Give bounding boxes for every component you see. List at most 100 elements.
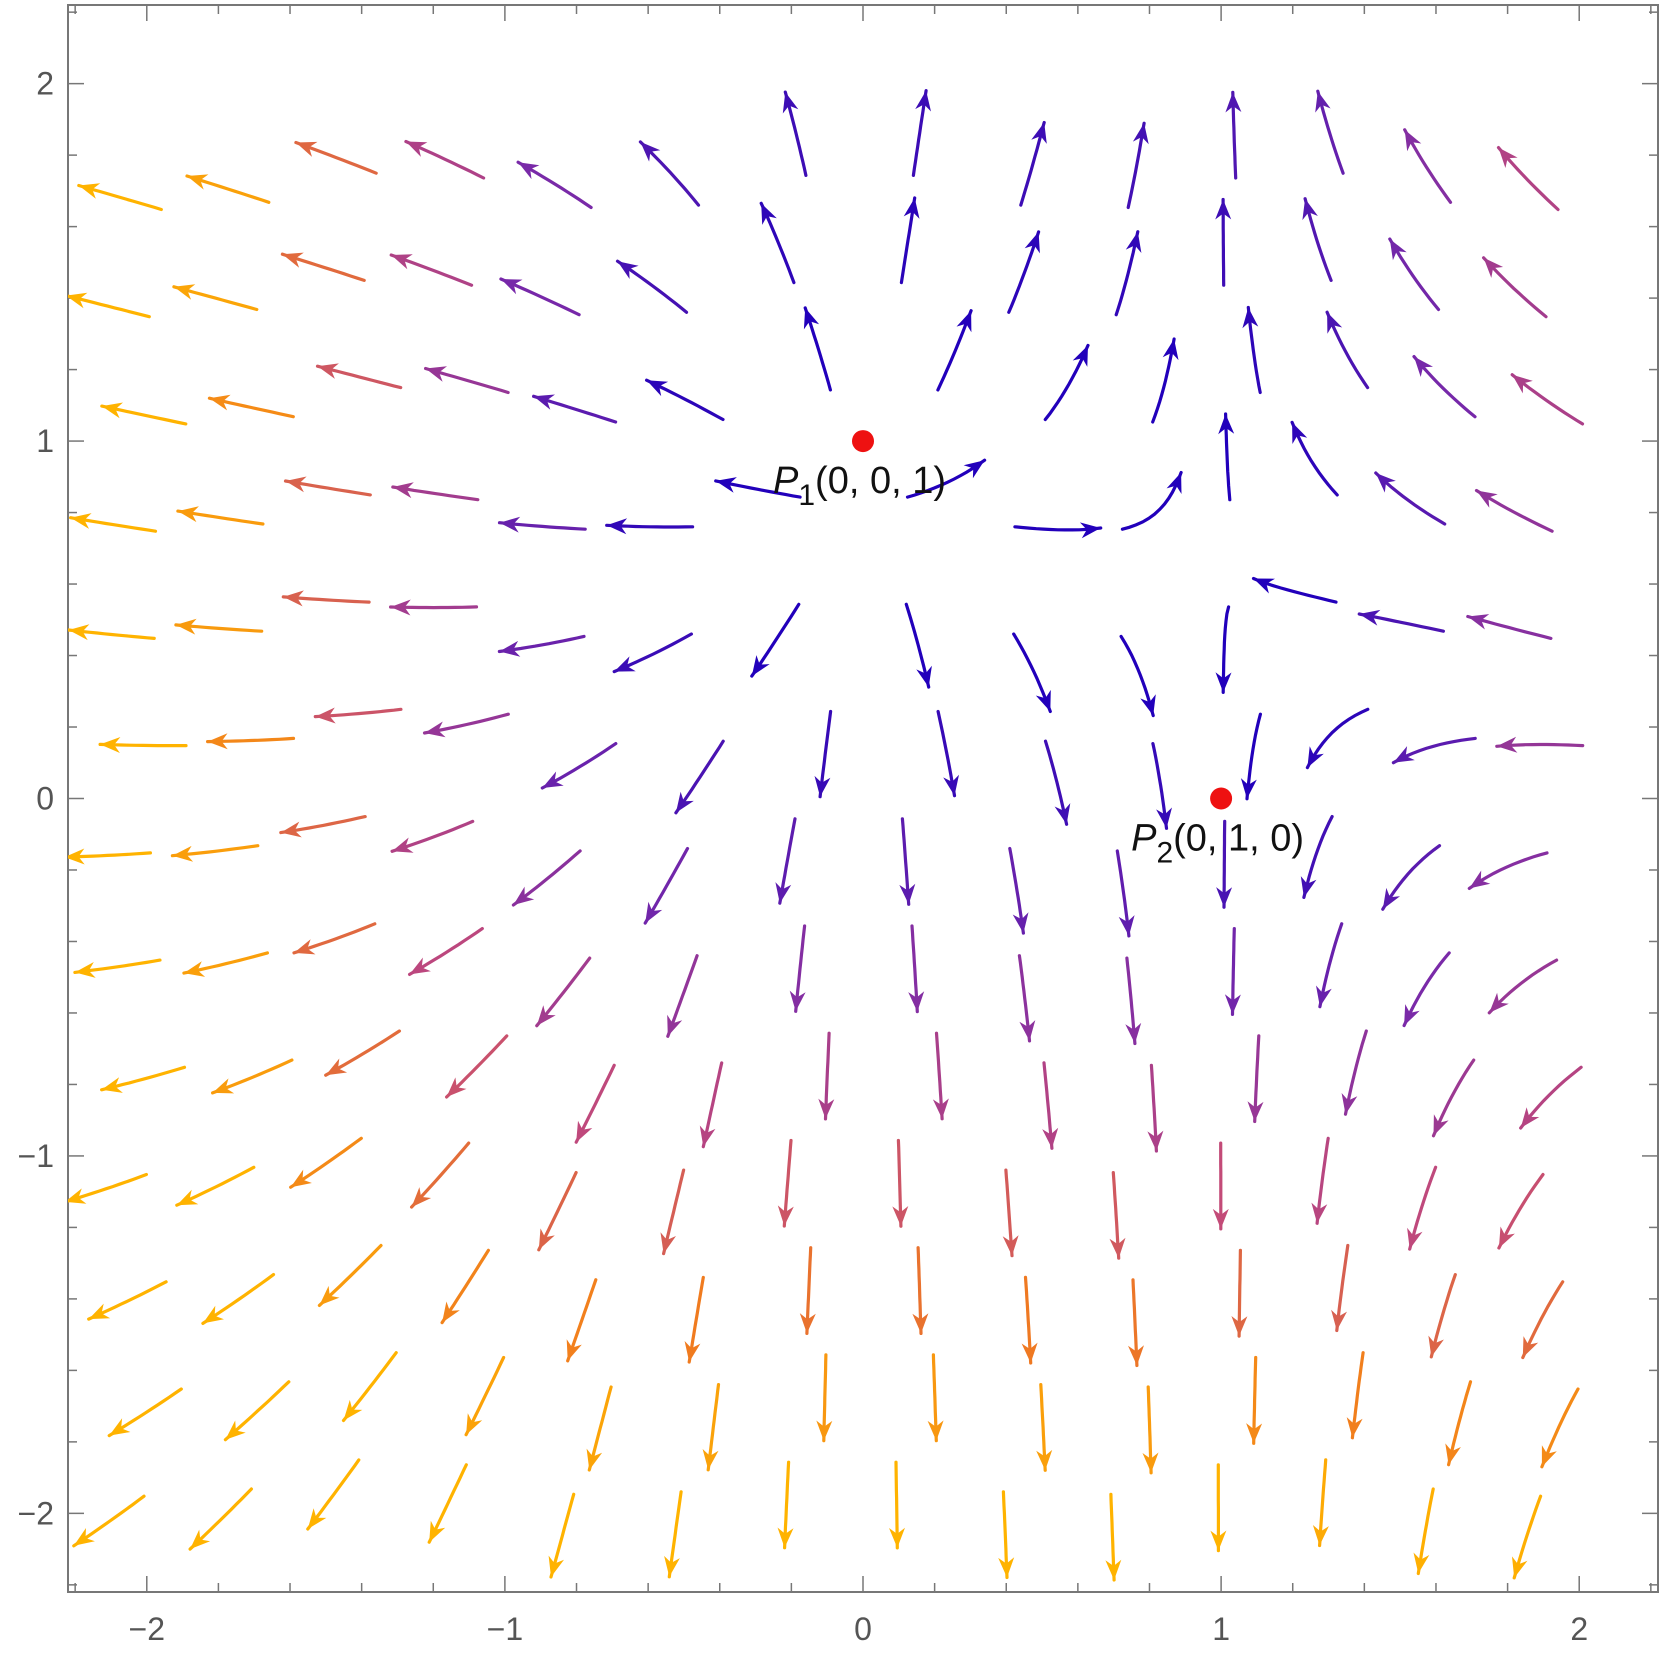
stream-segment: [1521, 1280, 1565, 1360]
stream-arrowhead: [295, 141, 318, 157]
stream-segment: [313, 707, 403, 719]
stream-segment: [1497, 1172, 1545, 1250]
stream-arrowhead: [963, 460, 985, 479]
stream-arrowhead: [187, 174, 209, 190]
stream-arrowhead: [500, 279, 523, 295]
stream-segment: [1487, 958, 1559, 1015]
stream-arrowhead: [645, 901, 663, 924]
stream-arrowhead: [932, 1098, 949, 1119]
stream-arrowhead: [640, 141, 661, 162]
stream-segment: [170, 844, 260, 858]
stream-segment: [69, 516, 158, 533]
stream-arrowhead: [1212, 1208, 1229, 1229]
stream-arrowhead: [390, 599, 411, 616]
stream-segment: [100, 404, 188, 426]
stream-arrowhead: [190, 1529, 211, 1550]
stream-segment: [1042, 1061, 1054, 1150]
stream-segment: [803, 306, 832, 392]
point-label-p2: P2(0, 1, 0): [1131, 818, 1304, 870]
stream-segment: [916, 1246, 923, 1335]
stream-arrowhead: [586, 1448, 603, 1470]
stream-segment: [540, 742, 618, 790]
stream-segment: [188, 1487, 253, 1551]
stream-arrowhead: [1156, 807, 1172, 829]
stream-segment: [1004, 1168, 1014, 1258]
stream-arrowhead: [1042, 1127, 1059, 1149]
stream-segment: [1512, 1494, 1543, 1580]
stream-segment: [1007, 230, 1041, 314]
stream-arrowhead: [1512, 374, 1533, 394]
stream-segment: [1230, 927, 1236, 1016]
stream-arrowhead: [998, 1557, 1015, 1578]
stream-segment: [701, 1061, 724, 1149]
stream-arrowhead: [1125, 231, 1142, 253]
stream-segment: [818, 709, 833, 799]
stream-segment: [1013, 525, 1103, 532]
stream-arrowhead: [916, 665, 932, 688]
stream-segment: [549, 1492, 576, 1579]
stream-segment: [1290, 420, 1339, 497]
stream-arrowhead: [183, 961, 206, 977]
stream-arrowhead: [912, 1313, 929, 1334]
y-tick-label: 0: [36, 781, 54, 817]
stream-segment: [389, 605, 479, 610]
stream-arrowhead: [1498, 1226, 1515, 1248]
stream-segment: [1335, 1243, 1350, 1333]
stream-arrowhead: [425, 366, 447, 382]
stream-arrowhead: [1162, 339, 1179, 361]
stream-arrowhead: [576, 1120, 593, 1143]
stream-arrowhead: [78, 183, 101, 199]
stream-segment: [822, 1353, 828, 1443]
stream-segment: [1416, 1487, 1435, 1576]
stream-arrowhead: [715, 477, 737, 493]
stream-segment: [1012, 632, 1052, 714]
stream-segment: [341, 1351, 398, 1423]
stream-arrowhead: [1302, 198, 1318, 221]
stream-segment: [566, 1278, 598, 1363]
stream-segment: [289, 1136, 363, 1189]
stream-segment: [1357, 612, 1445, 633]
stream-arrowhead: [88, 1303, 111, 1320]
stream-arrowhead: [513, 886, 535, 905]
stream-segment: [759, 201, 796, 285]
stream-segment: [404, 139, 486, 180]
stream-segment: [1318, 1458, 1328, 1548]
stream-segment: [574, 1063, 616, 1144]
stream-segment: [905, 458, 987, 499]
stream-segment: [1253, 1034, 1261, 1124]
stream-arrowhead: [1002, 1235, 1019, 1256]
stream-segment: [1119, 634, 1155, 718]
stream-arrowhead: [566, 1339, 582, 1361]
stream-arrowhead: [1021, 1342, 1038, 1363]
stream-arrowhead: [782, 92, 799, 114]
stream-arrowhead: [212, 1078, 235, 1094]
stream-arrowhead: [1375, 473, 1396, 493]
stream-segment: [1402, 951, 1451, 1028]
stream-segment: [292, 922, 377, 955]
stream-segment: [605, 523, 695, 529]
stream-arrowhead: [1469, 870, 1491, 889]
stream-arrowhead: [1414, 356, 1433, 377]
stream-arrowhead: [283, 590, 304, 607]
x-tick-label: 2: [1570, 1611, 1588, 1647]
stream-arrowhead: [1300, 876, 1317, 898]
stream-arrowhead: [391, 254, 413, 270]
stream-arrowhead: [1036, 1449, 1053, 1471]
stream-segment: [535, 956, 592, 1028]
stream-segment: [1146, 1385, 1153, 1475]
stream-segment: [1221, 197, 1226, 287]
stream-arrowhead: [1054, 803, 1071, 825]
stream-segment: [778, 817, 797, 905]
stream-segment: [1408, 1165, 1438, 1251]
stream-segment: [587, 1385, 613, 1472]
stream-arrowhead: [1224, 994, 1241, 1015]
stream-segment: [931, 1353, 938, 1443]
stream-segment: [1305, 707, 1370, 770]
stream-segment: [464, 1355, 506, 1437]
stream-segment: [172, 285, 259, 312]
stream-segment: [1221, 605, 1231, 694]
fixed-point-p1: [852, 430, 874, 453]
stream-segment: [900, 817, 911, 906]
stream-segment: [98, 742, 188, 748]
stream-segment: [511, 849, 582, 907]
